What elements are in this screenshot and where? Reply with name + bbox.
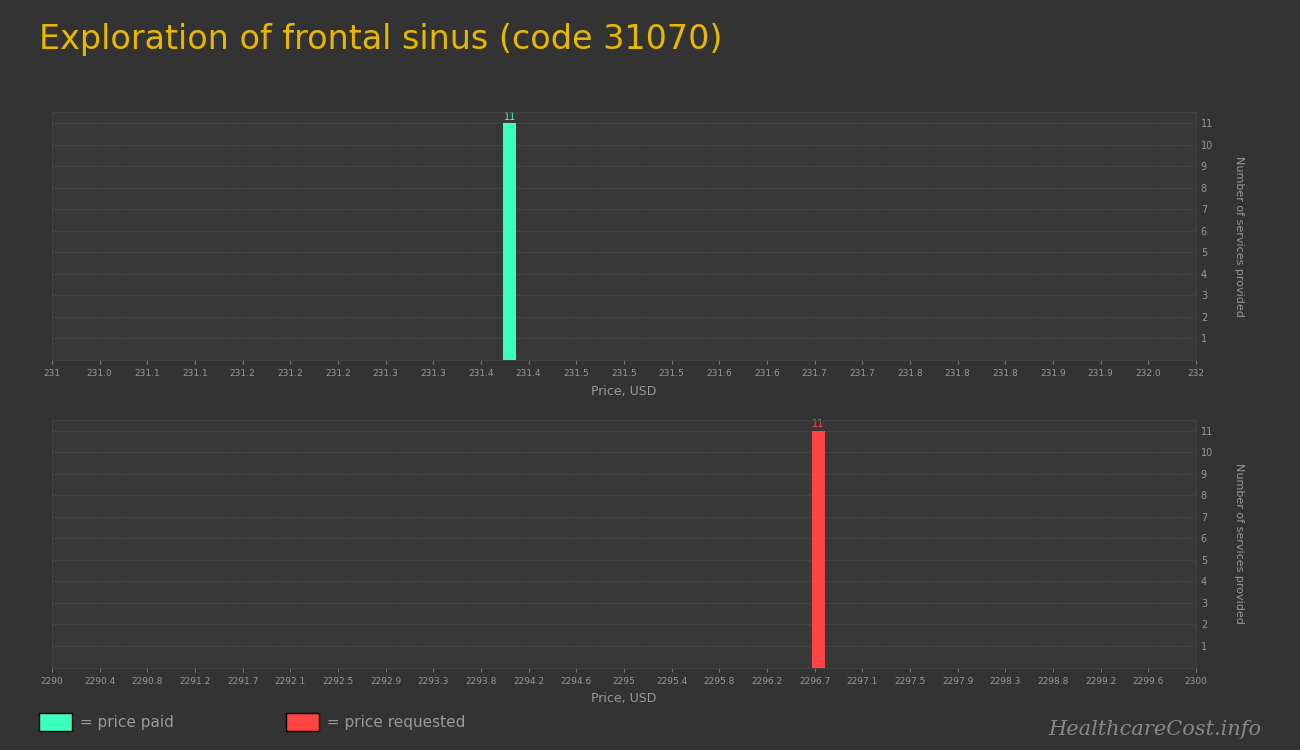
X-axis label: Price, USD: Price, USD bbox=[592, 385, 656, 398]
Y-axis label: Number of services provided: Number of services provided bbox=[1234, 464, 1244, 624]
Text: 11: 11 bbox=[812, 419, 824, 429]
Text: Exploration of frontal sinus (code 31070): Exploration of frontal sinus (code 31070… bbox=[39, 22, 723, 56]
Text: 11: 11 bbox=[503, 112, 516, 122]
Text: = price requested: = price requested bbox=[322, 715, 465, 730]
Bar bbox=[811, 430, 826, 668]
X-axis label: Price, USD: Price, USD bbox=[592, 692, 656, 706]
Text: HealthcareCost.info: HealthcareCost.info bbox=[1048, 720, 1261, 739]
Bar bbox=[503, 123, 516, 360]
Y-axis label: Number of services provided: Number of services provided bbox=[1234, 156, 1244, 316]
Text: = price paid: = price paid bbox=[75, 715, 174, 730]
